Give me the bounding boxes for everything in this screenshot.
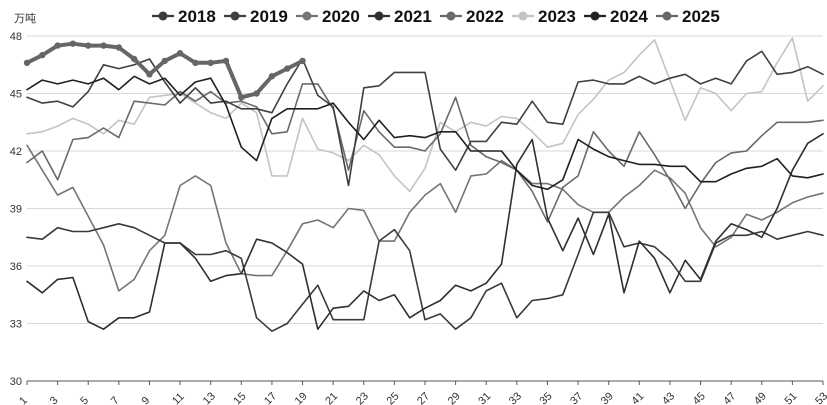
series-point-2025	[238, 94, 245, 101]
series-point-2025	[222, 57, 230, 65]
x-tick-label: 23	[354, 390, 371, 405]
series-2022	[26, 83, 824, 223]
legend-label: 2019	[250, 7, 288, 26]
series-2018	[26, 211, 824, 333]
legend-label: 2018	[178, 7, 216, 26]
legend-item-2020: 2020	[296, 7, 360, 26]
legend-swatch-marker	[158, 11, 168, 21]
legend-item-2022: 2022	[440, 7, 504, 26]
y-tick-label: 36	[10, 261, 22, 273]
series-point-2025	[253, 90, 260, 97]
legend-label: 2020	[322, 7, 360, 26]
x-tick-label: 21	[323, 390, 340, 405]
legend-swatch-marker	[446, 11, 456, 21]
series-point-2025	[39, 51, 46, 59]
grid-lines	[27, 35, 823, 382]
legend-swatch-marker	[518, 11, 528, 21]
legend-swatch-marker	[590, 11, 600, 21]
series-point-2025	[54, 42, 61, 49]
x-tick-label: 47	[721, 390, 738, 405]
x-axis: 1 3 5 7 9 11 13 15 17 19 21 23 25 27 29 31 33 35 37 39 41 43 4…	[17, 380, 827, 405]
legend-swatch-marker	[662, 11, 672, 21]
legend-item-2019: 2019	[224, 7, 288, 26]
series-point-2025	[130, 55, 138, 63]
series-point-2025	[115, 44, 123, 51]
series-point-2025	[284, 65, 291, 72]
y-tick-label: 39	[10, 204, 22, 216]
series-2021	[26, 133, 824, 331]
legend-item-2023: 2023	[512, 7, 576, 26]
y-tick-label: 30	[10, 376, 22, 388]
series-line-2022	[26, 83, 824, 223]
y-axis-unit-label: 万吨	[14, 12, 36, 25]
x-tick-label: 53	[813, 390, 827, 405]
series-point-2025	[176, 50, 184, 57]
series-point-2025	[146, 71, 153, 78]
series-2019	[26, 50, 824, 187]
legend-item-2018: 2018	[152, 7, 216, 26]
x-tick-label: 13	[201, 390, 218, 405]
x-tick-label: 1	[17, 395, 30, 405]
series-point-2025	[299, 57, 306, 65]
series-point-2025	[85, 42, 92, 49]
x-tick-label: 39	[599, 390, 616, 405]
x-tick-label: 37	[568, 390, 585, 405]
x-tick-label: 15	[231, 390, 248, 405]
x-tick-label: 31	[476, 390, 493, 405]
series-point-2025	[268, 73, 276, 80]
legend-item-2021: 2021	[368, 7, 432, 26]
legend-swatch-marker	[230, 11, 240, 21]
x-tick-label: 3	[48, 395, 61, 405]
series-line-2019	[26, 50, 824, 187]
x-tick-label: 7	[109, 395, 122, 405]
y-tick-label: 33	[10, 319, 22, 331]
x-tick-label: 35	[538, 390, 555, 405]
series-2024	[26, 75, 824, 191]
x-tick-label: 43	[660, 390, 677, 405]
x-tick-label: 11	[170, 391, 187, 405]
y-tick-label: 48	[10, 31, 22, 43]
x-tick-label: 17	[262, 390, 279, 405]
x-tick-label: 27	[415, 390, 432, 405]
y-tick-label: 45	[10, 89, 22, 101]
series-point-2025	[100, 42, 107, 49]
legend-label: 2022	[466, 7, 504, 26]
series-layer	[23, 37, 824, 333]
legend-label: 2024	[610, 7, 648, 26]
legend-swatch-marker	[302, 11, 312, 21]
series-2025	[23, 40, 306, 101]
legend-item-2025: 2025	[656, 7, 720, 26]
legend-label: 2023	[538, 7, 576, 26]
series-line-2023	[26, 37, 824, 193]
series-point-2025	[69, 40, 77, 47]
x-tick-label: 51	[782, 390, 799, 405]
x-tick-label: 41	[629, 390, 646, 405]
series-point-2025	[23, 59, 31, 67]
x-tick-label: 33	[507, 390, 524, 405]
legend: 2018 2019 2020 2021 2022 2023 2024 2025	[152, 7, 720, 26]
series-line-2021	[26, 133, 824, 331]
legend-swatch-marker	[374, 11, 384, 21]
x-tick-label: 49	[752, 390, 769, 405]
y-axis-ticks: 30 33 36 39 42 45 48	[10, 31, 22, 388]
x-tick-label: 45	[691, 390, 708, 405]
y-tick-label: 42	[10, 146, 22, 158]
series-point-2025	[192, 59, 199, 67]
x-tick-label: 29	[446, 390, 463, 405]
x-tick-label: 19	[293, 390, 310, 405]
legend-item-2024: 2024	[584, 7, 648, 26]
series-line-2025	[25, 41, 305, 100]
legend-label: 2025	[682, 7, 720, 26]
x-tick-label: 9	[140, 395, 153, 405]
series-point-2025	[207, 59, 214, 67]
legend-label: 2021	[394, 7, 432, 26]
series-line-2024	[26, 75, 824, 191]
x-tick-label: 25	[384, 390, 401, 405]
series-point-2025	[161, 57, 168, 65]
x-tick-label: 5	[78, 395, 91, 405]
series-2023	[26, 37, 824, 193]
series-line-2018	[26, 211, 824, 333]
